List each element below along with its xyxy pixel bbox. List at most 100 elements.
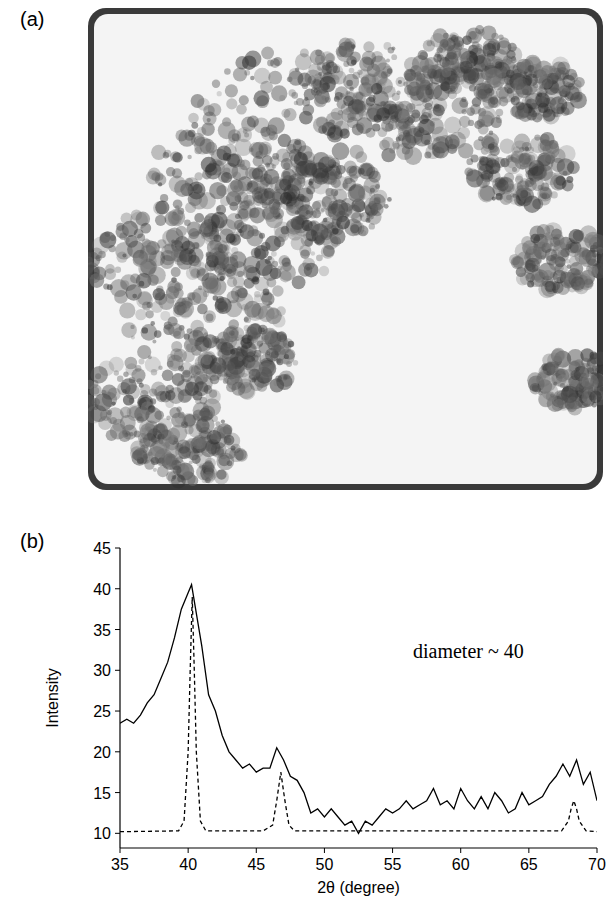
- particle: [419, 88, 429, 98]
- particle: [119, 302, 135, 318]
- particle: [121, 212, 133, 224]
- particle: [212, 80, 220, 88]
- particle: [298, 187, 313, 202]
- particle: [181, 463, 193, 475]
- particle: [350, 221, 364, 235]
- particle: [567, 400, 582, 415]
- particle: [249, 142, 264, 157]
- particle: [298, 263, 312, 277]
- particle: [264, 329, 278, 343]
- particle: [316, 228, 334, 246]
- particle: [318, 72, 322, 76]
- particle: [162, 370, 174, 382]
- particle: [325, 97, 331, 103]
- particle: [92, 387, 100, 395]
- particle: [527, 247, 533, 253]
- particle: [223, 327, 239, 343]
- particle: [229, 202, 238, 211]
- particle: [135, 309, 146, 320]
- particle: [115, 242, 133, 260]
- particle: [209, 229, 217, 237]
- particle: [165, 390, 175, 400]
- particle: [147, 426, 152, 431]
- particle: [338, 42, 354, 58]
- particle: [210, 357, 227, 374]
- particle: [234, 448, 247, 461]
- particle: [381, 71, 388, 78]
- particle: [546, 392, 556, 402]
- particle: [360, 212, 370, 222]
- particle: [555, 264, 564, 273]
- particle: [142, 239, 151, 248]
- particle: [167, 355, 184, 372]
- particle: [270, 58, 280, 68]
- particle: [316, 254, 323, 261]
- particle: [235, 195, 242, 202]
- particle: [563, 361, 577, 375]
- particle: [481, 146, 489, 154]
- particle: [482, 182, 487, 187]
- particle: [355, 151, 367, 163]
- particle: [519, 153, 531, 165]
- particle: [121, 322, 137, 338]
- particle: [409, 104, 415, 110]
- particle: [224, 435, 235, 446]
- particle: [167, 280, 180, 293]
- particle: [289, 89, 296, 96]
- particle: [359, 111, 367, 119]
- particle: [402, 134, 417, 149]
- particle: [424, 152, 431, 159]
- particle: [160, 311, 170, 321]
- particle: [278, 234, 286, 242]
- particle: [221, 420, 225, 424]
- particle: [224, 68, 231, 75]
- particle: [261, 47, 274, 60]
- particle: [207, 118, 211, 122]
- particle: [411, 87, 416, 92]
- particle: [153, 468, 157, 472]
- particle: [195, 398, 201, 404]
- particle: [226, 98, 237, 109]
- particle: [322, 197, 332, 207]
- particle: [130, 273, 140, 283]
- particle: [153, 288, 166, 301]
- particle: [271, 251, 277, 257]
- particle: [297, 206, 309, 218]
- particle: [247, 304, 264, 321]
- particle: [274, 187, 280, 193]
- particle: [468, 120, 474, 126]
- particle: [321, 245, 335, 259]
- particle: [197, 127, 206, 136]
- particle: [217, 91, 222, 96]
- particle: [321, 208, 325, 212]
- particle: [271, 85, 287, 101]
- particle: [244, 317, 249, 322]
- particle: [318, 84, 328, 94]
- particle: [227, 357, 245, 375]
- particle: [268, 256, 273, 261]
- particle: [322, 196, 330, 204]
- particle: [254, 291, 261, 298]
- particle: [254, 191, 263, 200]
- particle: [582, 374, 599, 391]
- particle: [280, 192, 292, 204]
- particle: [191, 122, 198, 129]
- particle: [246, 199, 252, 205]
- particle: [537, 186, 552, 201]
- particle: [245, 51, 262, 68]
- particle: [545, 140, 559, 154]
- particle: [124, 237, 130, 243]
- particle: [262, 265, 278, 281]
- particle: [332, 228, 338, 234]
- particle: [335, 92, 343, 100]
- particle: [433, 104, 445, 116]
- particle: [116, 225, 129, 238]
- particle: [346, 80, 353, 87]
- panel-label: (a): [20, 8, 44, 30]
- particle: [147, 274, 158, 285]
- particle: [458, 127, 470, 139]
- particle: [160, 452, 175, 467]
- particle: [137, 345, 151, 359]
- particle: [561, 273, 569, 281]
- particle: [316, 116, 328, 128]
